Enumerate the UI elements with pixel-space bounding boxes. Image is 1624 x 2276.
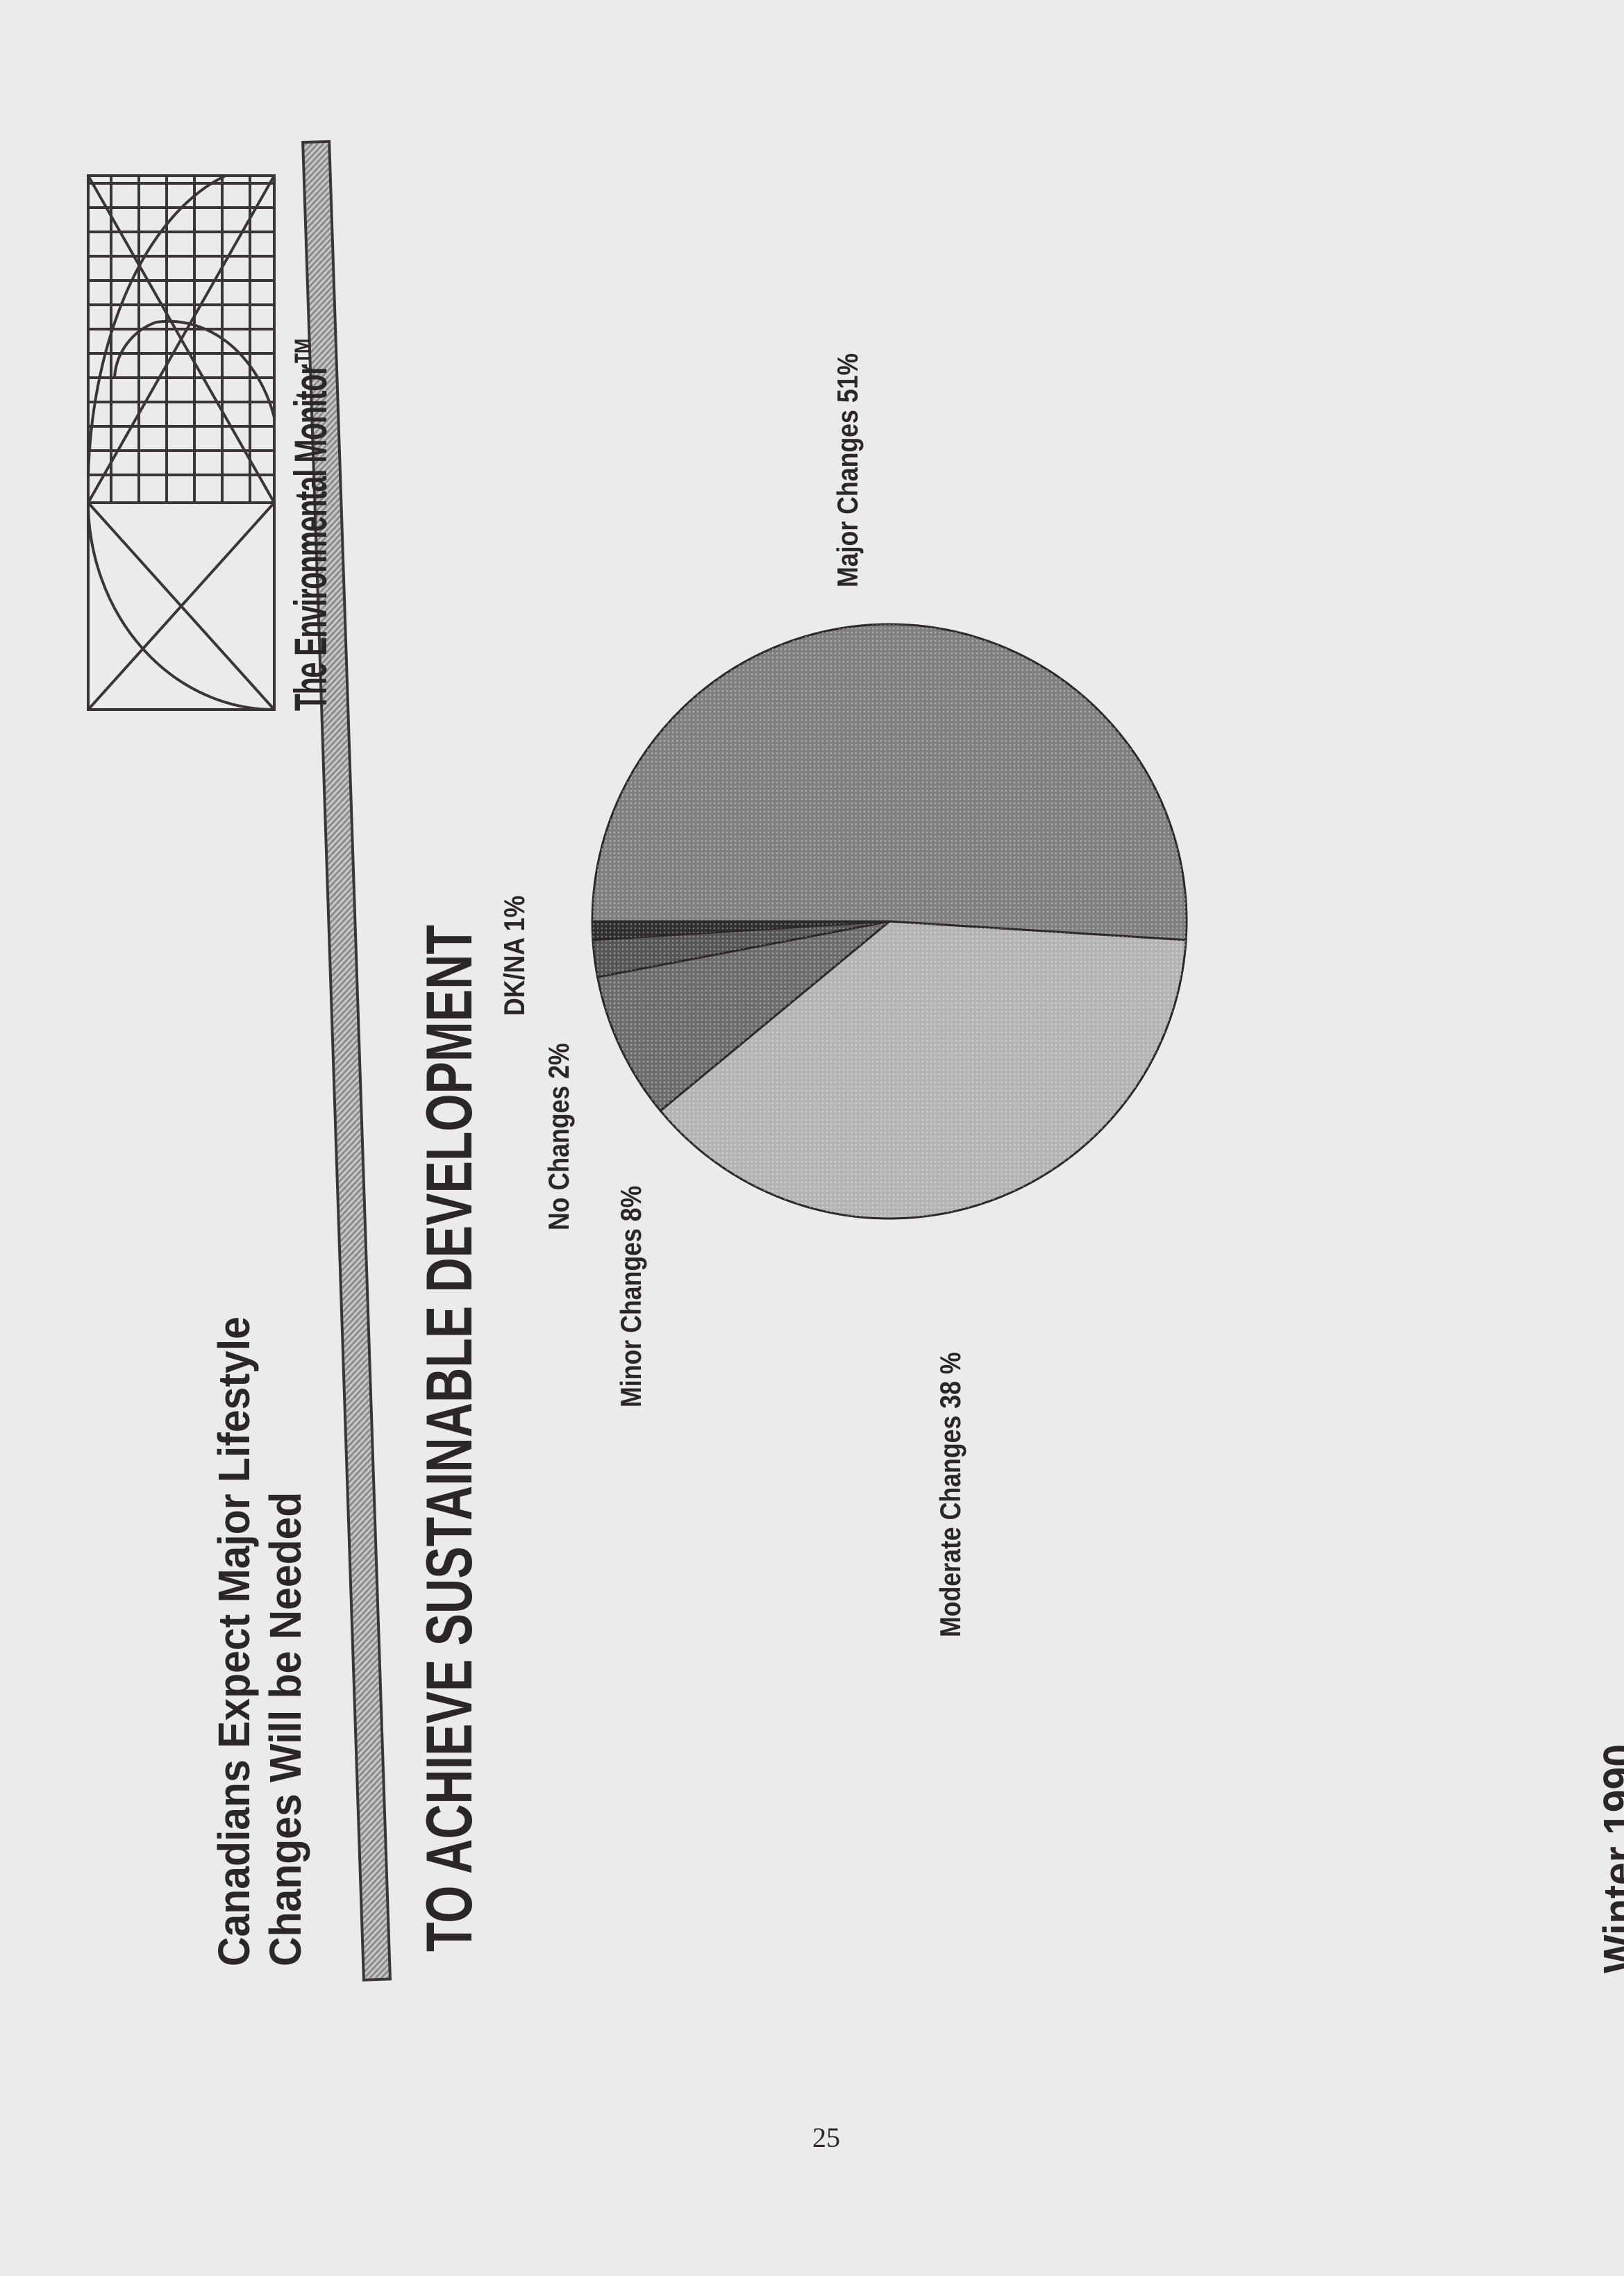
pie-slice-texture bbox=[592, 624, 1187, 940]
label-minor-changes: Minor Changes 8% bbox=[614, 1185, 647, 1407]
label-dk-na: DK/NA 1% bbox=[498, 895, 530, 1016]
page-number: 25 bbox=[812, 2122, 840, 2153]
golden-spiral-logo-icon bbox=[87, 174, 276, 711]
pie-slice-texture bbox=[660, 921, 1187, 1219]
season-label: Winter 1990 bbox=[1594, 1744, 1624, 1973]
pie-slice-texture bbox=[592, 921, 889, 940]
pie-slice-texture bbox=[592, 921, 889, 978]
pie-slice-texture bbox=[597, 921, 889, 1111]
label-moderate-changes: Moderate Changes 38 % bbox=[934, 1352, 966, 1637]
label-major-changes: Major Changes 51% bbox=[831, 353, 864, 587]
label-no-changes: No Changes 2% bbox=[542, 1043, 575, 1230]
